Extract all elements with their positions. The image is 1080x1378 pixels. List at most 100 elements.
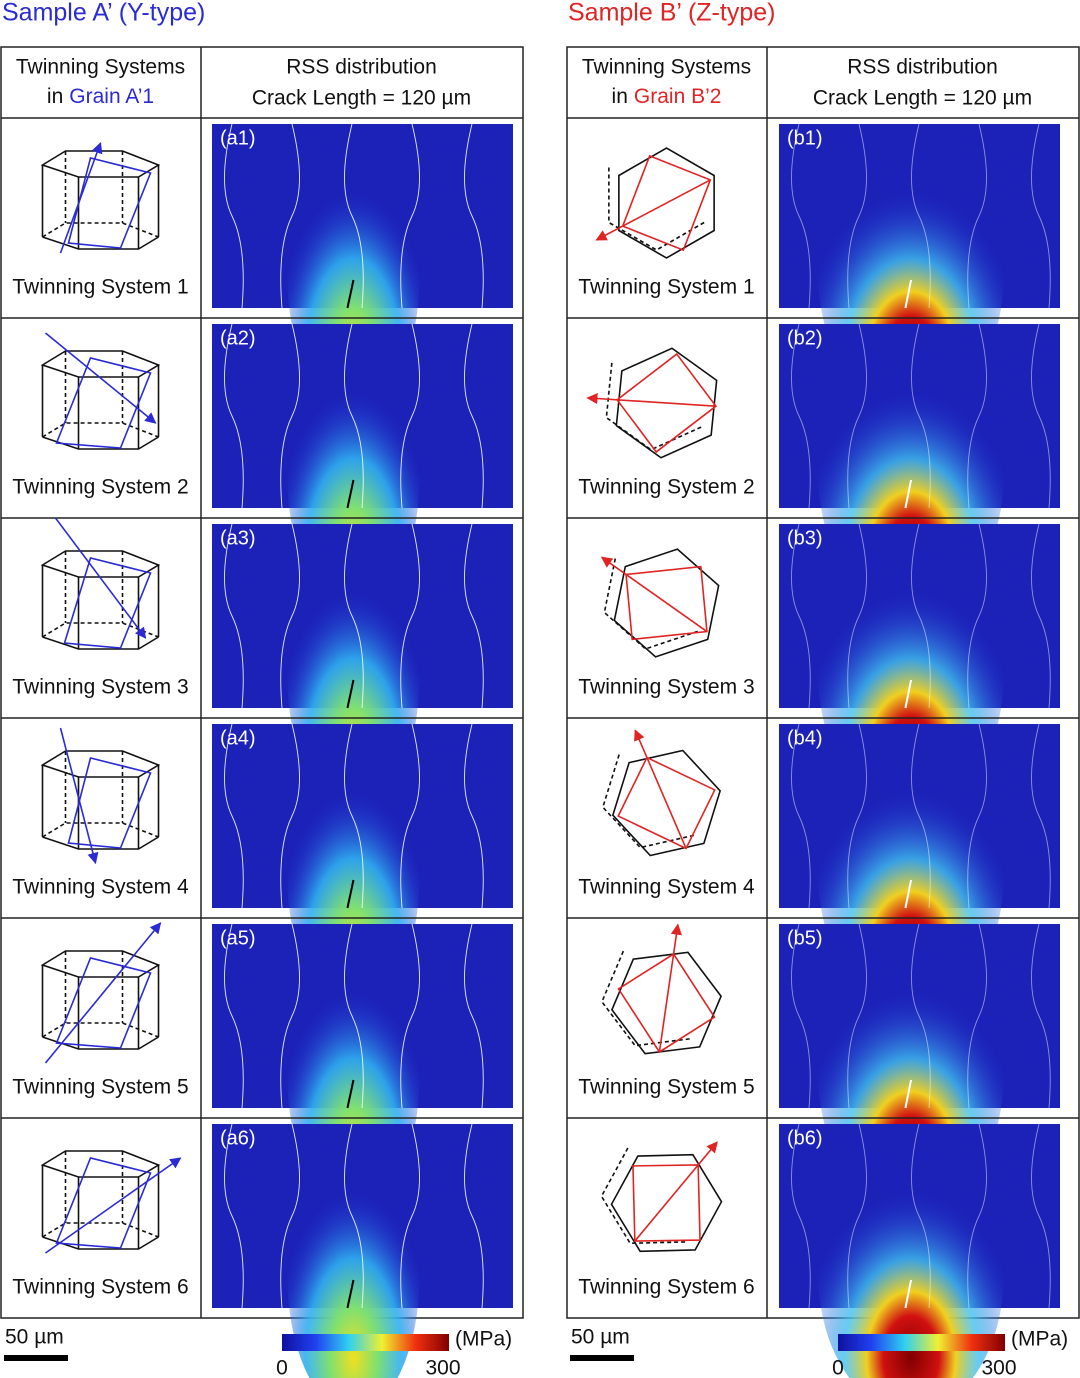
grain-boundary [344,923,364,1109]
grain-boundary [224,923,244,1109]
grain-boundary [464,523,484,709]
crystal-sketch [595,147,715,259]
grain-boundary [1031,1123,1051,1309]
system-label: Twinning System 2 [12,476,188,499]
grain-boundary [280,123,300,309]
grain-boundary [1031,123,1051,309]
twin-plane [55,357,152,449]
grain-boundary [791,323,811,509]
grain-boundary [847,123,867,309]
grain-boundary [464,923,484,1109]
grain-boundary [280,523,300,709]
hex-outline [615,347,718,459]
twin-plane [625,565,708,641]
grain-boundary [344,723,364,909]
grain-boundary [967,723,987,909]
scale-bar-label: 50 µm [571,1326,630,1349]
prism-top [40,750,161,778]
map-label: (b2) [787,327,823,349]
hex-outline [618,147,715,259]
table-frame [0,46,524,1319]
crack [904,1279,913,1309]
twin-plane [67,157,152,249]
twin-arrow [595,179,711,241]
twin-plane [63,557,152,649]
grain-boundary [344,323,364,509]
crack [346,1079,355,1109]
twin-arrow [586,392,716,407]
grain-boundary [791,523,811,709]
prism-top [40,950,161,978]
grain-boundary [967,1123,987,1309]
grain-boundary [280,923,300,1109]
twin-arrow [59,727,99,865]
grain-boundary [967,323,987,509]
crystal-sketch [40,332,161,450]
grain-boundary [224,123,244,309]
crystal-sketch [40,1150,182,1254]
grain-boundary [847,1123,867,1309]
grain-boundary [1031,523,1051,709]
system-label: Twinning System 2 [578,476,754,499]
crystal-sketch [600,548,720,658]
twin-arrow [658,923,682,1053]
header-in: in [612,85,628,108]
twin-arrow [600,556,708,633]
system-label: Twinning System 5 [578,1076,754,1099]
grain-boundary [400,723,420,909]
twin-arrow [44,922,162,1064]
crack [904,479,913,509]
grain-boundary [224,723,244,909]
colorbar [282,1334,449,1351]
colorbar-unit: (MPa) [455,1328,512,1351]
grain-boundary [344,1123,364,1309]
grain-boundary [911,323,931,509]
grain-boundary [911,923,931,1109]
twin-arrow [54,517,147,639]
map-label: (a3) [220,527,256,549]
grain-boundary [464,723,484,909]
twin-arrow [59,141,103,254]
grain-boundary [791,123,811,309]
twin-arrow [44,332,157,424]
system-label: Twinning System 4 [12,876,189,899]
crack [346,479,355,509]
map-label: (b4) [787,727,823,749]
grain-boundary [344,123,364,309]
crack [346,1279,355,1309]
twin-plane [617,952,716,1054]
prism-top [40,550,161,578]
map-label: (b5) [787,927,823,949]
system-label: Twinning System 1 [12,276,188,299]
crystal-sketch [40,922,162,1064]
header-grain: Grain B’2 [634,85,722,108]
grain-boundary [224,323,244,509]
header-crack: Crack Length = 120 µm [813,87,1032,110]
crystal-sketch [586,347,718,459]
grain-boundary [464,323,484,509]
crack [904,879,913,909]
crystal-sketch [600,1141,723,1253]
system-label: Twinning System 6 [12,1276,188,1299]
map-label: (a5) [220,927,256,949]
system-label: Twinning System 5 [12,1076,188,1099]
system-label: Twinning System 3 [12,676,188,699]
header-rss: RSS distribution [847,56,998,79]
grain-boundary [847,323,867,509]
prism-top [40,150,161,178]
hex-outline [611,749,722,857]
twin-arrow [634,1141,718,1242]
twin-plane [632,1164,701,1242]
crystal-sketch [40,727,161,865]
grain-boundary [280,1123,300,1309]
header-systems: Twinning Systems [582,56,751,79]
crack [904,679,913,709]
system-label: Twinning System 1 [578,276,754,299]
hex-outline [611,951,722,1055]
grain-boundary [911,523,931,709]
hex-outline [613,548,720,658]
twin-arrow [45,1157,182,1254]
map-label: (b3) [787,527,823,549]
system-label: Twinning System 3 [578,676,754,699]
